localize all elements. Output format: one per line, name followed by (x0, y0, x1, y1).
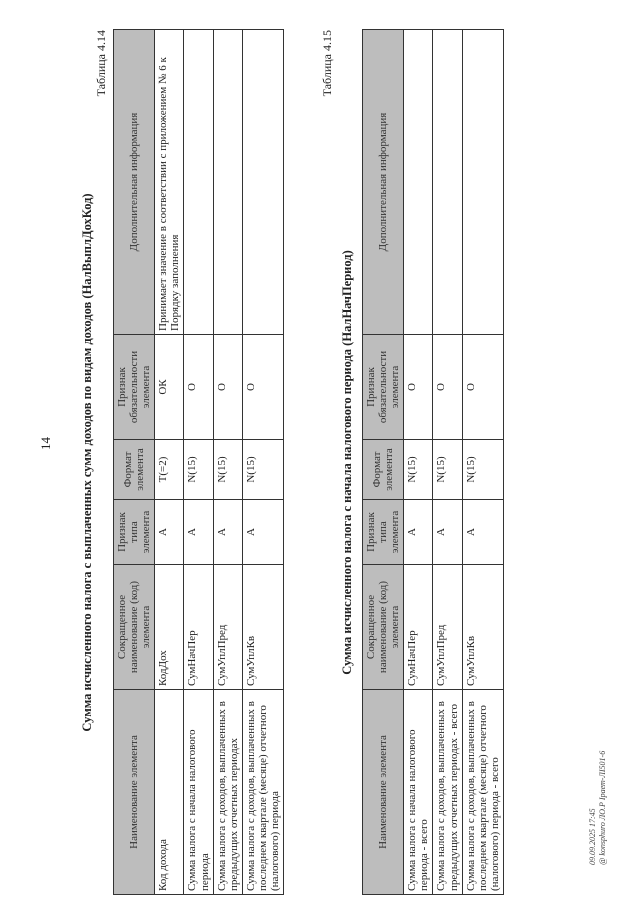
header-cell: Признак типа элемента (362, 499, 404, 565)
table-cell: N(15) (183, 439, 214, 500)
table-cell: Код дохода (154, 689, 184, 895)
table-cell: ОК (154, 334, 184, 440)
table-cell: А (242, 499, 284, 565)
table-row: Код дохода КодДох А Т(=2) ОК Принимает значен… (154, 29, 184, 895)
footer-line: @ konsphuro ЛО.Р Ірает-ЛІ501-6 (597, 750, 607, 865)
table: Наименование элемента Сокращенное наимено… (113, 29, 284, 895)
page-number: 14 (38, 437, 53, 450)
table-cell: Сумма налога с доходов, выплаченных в по… (242, 689, 284, 895)
table-cell: N(15) (403, 439, 433, 500)
header-row: Наименование элемента Сокращенное наимено… (113, 29, 155, 895)
table-row: Сумма налога с доходов, выплаченных в пр… (432, 29, 463, 895)
table-cell: А (183, 499, 214, 565)
table-cell: КодДох (154, 564, 184, 690)
table-cell: N(15) (432, 439, 463, 500)
header-cell: Признак обязательности элемента (362, 334, 404, 440)
table-cell: А (403, 499, 433, 565)
table-cell: N(15) (213, 439, 243, 500)
table-caption: Таблица 4.14 (94, 30, 108, 97)
table-cell: СумНачПер (403, 564, 433, 690)
header-cell: Сокращенное наименование (код) элемента (362, 564, 404, 690)
header-cell: Сокращенное наименование (код) элемента (113, 564, 155, 690)
table-cell: Сумма налога с доходов, выплаченных в по… (462, 689, 504, 895)
table-row: Сумма налога с начала налогового периода… (403, 29, 433, 895)
table-cell (242, 29, 284, 335)
table-cell: О (432, 334, 463, 440)
table-cell: А (154, 499, 184, 565)
header-cell: Признак типа элемента (113, 499, 155, 565)
table-cell (462, 29, 504, 335)
header-cell: Дополнительная информация (113, 29, 155, 335)
table-title: Сумма исчисленного налога с выплаченных … (80, 193, 94, 732)
table-cell: О (213, 334, 243, 440)
table-row: Сумма налога с доходов, выплаченных в пр… (213, 29, 243, 895)
table-cell: СумНачПер (183, 564, 214, 690)
table-cell (183, 29, 214, 335)
table-caption: Таблица 4.15 (320, 30, 334, 97)
footer-line: 09.09.2025 17:45 (588, 808, 597, 865)
table-cell (213, 29, 243, 335)
table-cell: Сумма налога с доходов, выплаченных в пр… (432, 689, 463, 895)
header-row: Наименование элемента Сокращенное наимено… (362, 29, 404, 895)
table-cell: Принимает значение в соответствии с прил… (154, 29, 184, 335)
table-cell: СумУплПред (432, 564, 463, 690)
table-cell: Сумма налога с начала налогового периода… (403, 689, 433, 895)
table-cell: О (183, 334, 214, 440)
table-cell: СумУплПред (213, 564, 243, 690)
table-cell (432, 29, 463, 335)
table-cell: СумУплКв (242, 564, 284, 690)
header-cell: Наименование элемента (113, 689, 155, 895)
table-title: Сумма исчисленного налога с начала налог… (340, 250, 354, 675)
footer-stamp: 09.09.2025 17:45 @ konsphuro ЛО.Р Ірает-… (588, 751, 607, 865)
table-cell: А (462, 499, 504, 565)
header-cell: Формат элемента (362, 439, 404, 500)
table-row: Сумма налога с доходов, выплаченных в по… (462, 29, 504, 895)
table-cell (403, 29, 433, 335)
table-cell: О (462, 334, 504, 440)
table-cell: Т(=2) (154, 439, 184, 500)
table-cell: Сумма налога с начала налогового периода (183, 689, 214, 895)
table-cell: Сумма налога с доходов, выплаченных в пр… (213, 689, 243, 895)
table: Наименование элемента Сокращенное наимено… (362, 29, 504, 895)
table-cell: СумУплКв (462, 564, 504, 690)
table-cell: О (403, 334, 433, 440)
header-cell: Признак обязательности элемента (113, 334, 155, 440)
table-row: Сумма налога с начала налогового периода… (183, 29, 214, 895)
table-cell: А (432, 499, 463, 565)
table-cell: N(15) (462, 439, 504, 500)
table-cell: А (213, 499, 243, 565)
table-cell: О (242, 334, 284, 440)
header-cell: Дополнительная информация (362, 29, 404, 335)
header-cell: Наименование элемента (362, 689, 404, 895)
header-cell: Формат элемента (113, 439, 155, 500)
table-row: Сумма налога с доходов, выплаченных в по… (242, 29, 284, 895)
table-cell: N(15) (242, 439, 284, 500)
